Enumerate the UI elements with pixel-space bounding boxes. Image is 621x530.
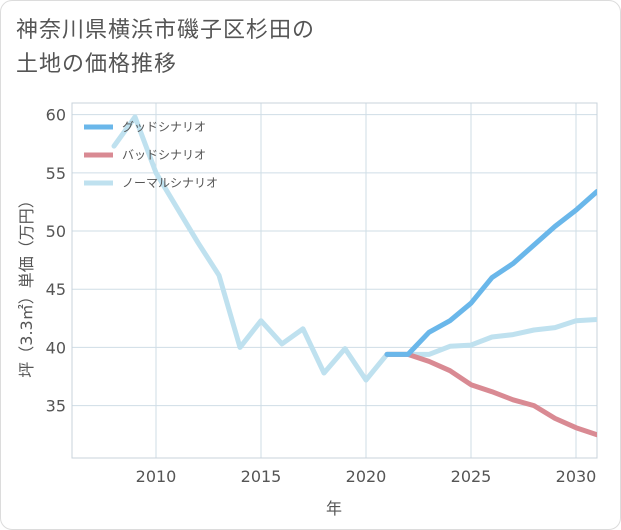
plot-frame <box>71 102 598 459</box>
y-axis-label: 坪（3.3㎡）単価（万円） <box>17 192 36 377</box>
y-tick-label: 40 <box>46 338 66 357</box>
series-line-good <box>384 189 597 357</box>
y-tick-label: 55 <box>46 164 66 183</box>
x-tick-label: 2015 <box>241 467 282 486</box>
legend-label: ノーマルシナリオ <box>122 176 218 190</box>
series-lines <box>111 114 597 438</box>
legend-item-normal: ノーマルシナリオ <box>84 176 218 190</box>
y-tick-label: 60 <box>46 106 66 125</box>
x-tick-label: 2010 <box>136 467 177 486</box>
legend-item-bad: バッドシナリオ <box>84 148 206 162</box>
x-tick-label: 2025 <box>451 467 492 486</box>
legend-label: グッドシナリオ <box>122 120 206 134</box>
legend-item-good: グッドシナリオ <box>84 120 206 134</box>
y-tick-label: 35 <box>46 397 66 416</box>
grid-lines <box>72 103 597 458</box>
series-line-normal <box>111 114 597 383</box>
chart-title-line-2: 土地の価格推移 <box>16 52 178 77</box>
legend-label: バッドシナリオ <box>122 148 206 162</box>
series-line-bad <box>384 351 597 438</box>
tick-labels: 2010 2015 2020 2025 2030 35 40 45 50 55 60 <box>46 106 597 486</box>
chart-title-line-1: 神奈川県横浜市磯子区杉田の <box>16 18 316 43</box>
x-tick-label: 2030 <box>556 467 597 486</box>
plot-area <box>71 102 598 459</box>
y-tick-label: 45 <box>46 280 66 299</box>
y-tick-label: 50 <box>46 222 66 241</box>
x-axis-label: 年 <box>326 499 342 518</box>
x-tick-label: 2020 <box>346 467 387 486</box>
chart-title: 神奈川県横浜市磯子区杉田の 土地の価格推移 <box>16 14 315 82</box>
